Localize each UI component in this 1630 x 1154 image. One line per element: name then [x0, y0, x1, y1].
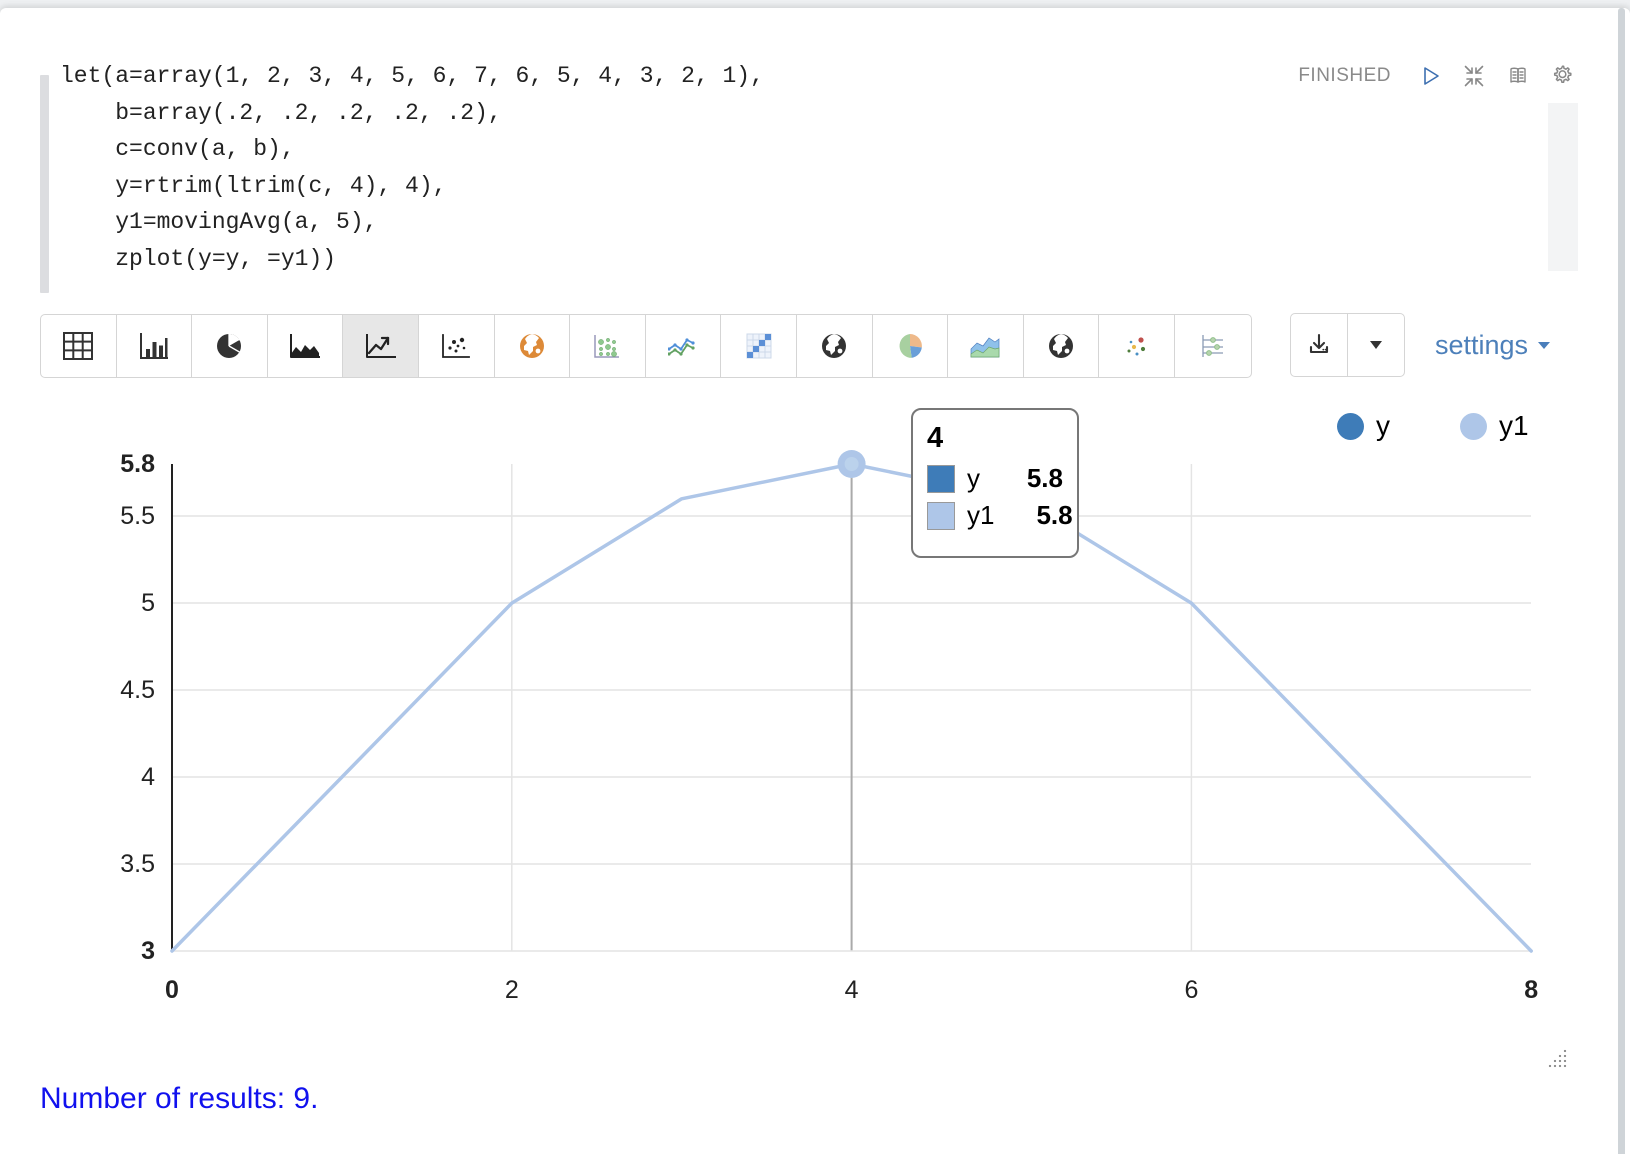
svg-text:4: 4 [845, 976, 859, 1004]
svg-text:0: 0 [165, 976, 179, 1004]
svg-text:4: 4 [141, 763, 155, 791]
svg-text:6: 6 [1184, 976, 1198, 1004]
svg-text:5.8: 5.8 [120, 450, 155, 478]
svg-text:2: 2 [505, 976, 519, 1004]
svg-text:5.5: 5.5 [120, 502, 155, 530]
svg-text:8: 8 [1524, 976, 1538, 1004]
svg-text:3: 3 [141, 937, 155, 965]
svg-text:5: 5 [141, 589, 155, 617]
svg-text:4.5: 4.5 [120, 676, 155, 704]
svg-text:3.5: 3.5 [120, 850, 155, 878]
